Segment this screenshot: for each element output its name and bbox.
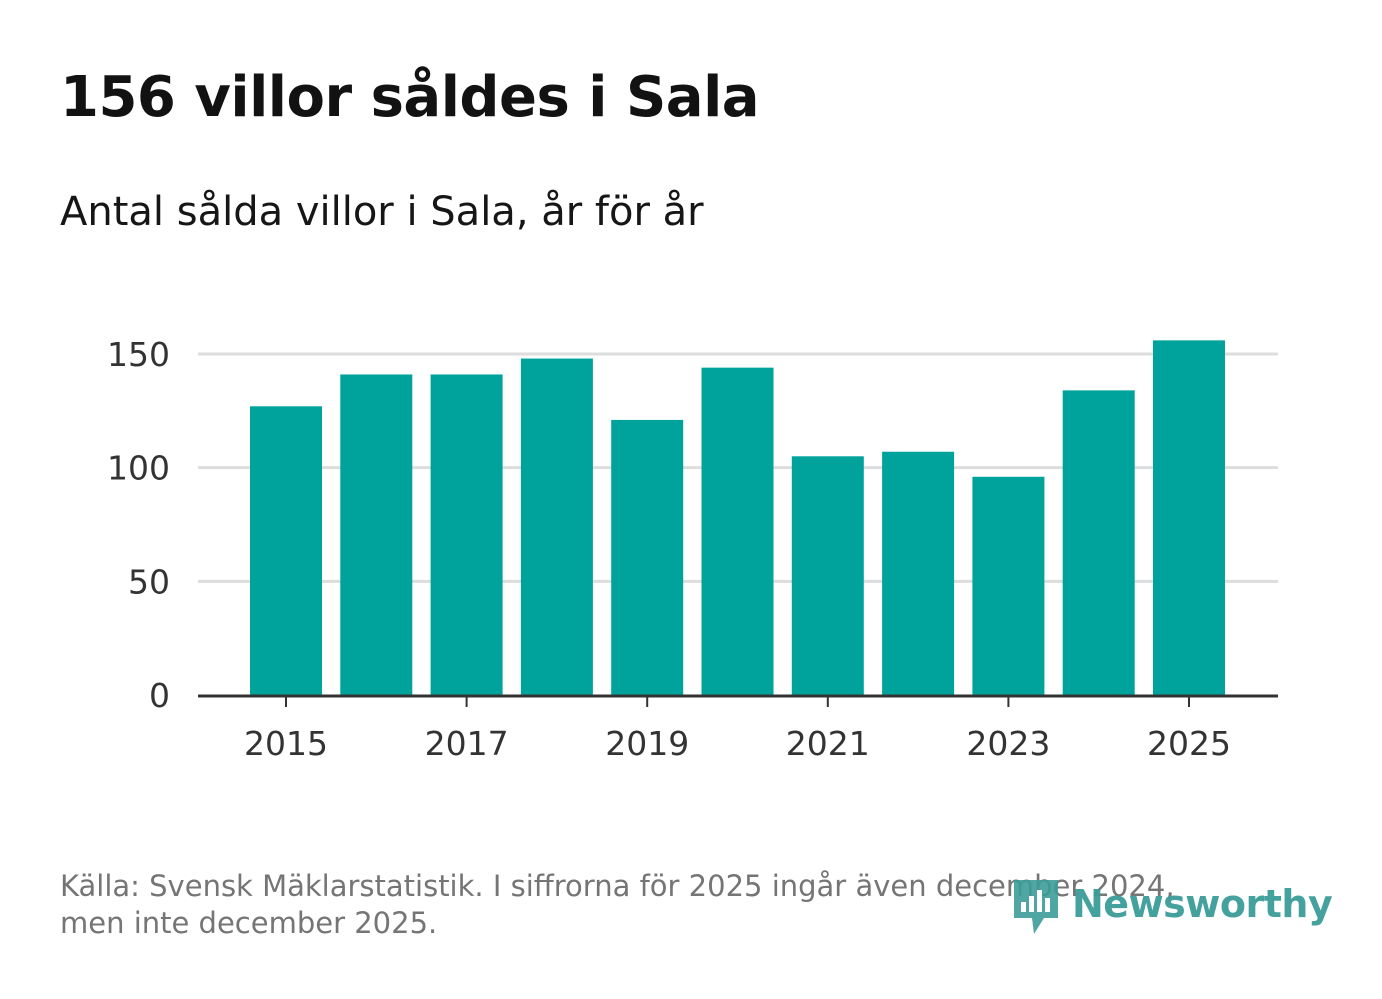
y-tick-label-150: 150 [107, 335, 170, 374]
bar-2023 [972, 476, 1045, 695]
source-note: Källa: Svensk Mäklarstatistik. I siffror… [60, 868, 1270, 942]
bar-2017 [430, 374, 503, 695]
y-tick-label-50: 50 [128, 562, 170, 601]
x-tick-label-2015: 2015 [244, 724, 328, 763]
x-tick-label-2017: 2017 [425, 724, 509, 763]
x-tick-label-2021: 2021 [786, 724, 870, 763]
bar-2016 [340, 374, 413, 695]
y-tick-label-0: 0 [149, 676, 170, 715]
bar-2015 [250, 406, 322, 695]
tick-labels: 0 50 100 150 2015 2017 2019 2021 2023 2025 [107, 335, 1231, 763]
source-line-2: men inte december 2025. [60, 906, 438, 940]
bar-2018 [520, 358, 593, 695]
y-tick-label-100: 100 [107, 449, 170, 488]
bar-2022 [882, 451, 955, 695]
bar-2020 [701, 367, 774, 695]
newsworthy-brand: Newsworthy [1010, 876, 1333, 938]
x-tick-label-2019: 2019 [605, 724, 689, 763]
bar-2021 [791, 456, 864, 695]
newsworthy-logo-icon [1014, 880, 1058, 934]
x-tick-label-2025: 2025 [1147, 724, 1231, 763]
chart-title: 156 villor såldes i Sala [60, 65, 760, 130]
bar-2019 [611, 419, 684, 695]
axes [198, 694, 1278, 707]
bar-2024 [1062, 390, 1135, 695]
source-line-1: Källa: Svensk Mäklarstatistik. I siffror… [60, 869, 1175, 903]
chart-subtitle: Antal sålda villor i Sala, år för år [60, 189, 704, 235]
bar-2025 [1153, 340, 1225, 695]
brand-name: Newsworthy [1072, 882, 1333, 926]
x-tick-label-2023: 2023 [966, 724, 1050, 763]
bars [250, 340, 1225, 695]
